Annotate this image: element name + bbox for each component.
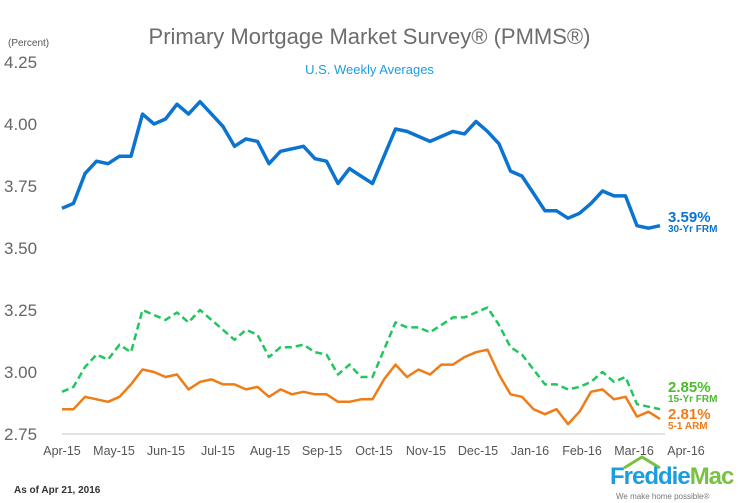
as-of-date: As of Apr 21, 2016 [14, 485, 101, 496]
y-tick-label: 4.25 [4, 53, 37, 72]
label-15yr: 2.85% 15-Yr FRM [668, 380, 717, 405]
logo-text-freddie: Freddie [610, 463, 691, 490]
label-arm: 2.81% 5-1 ARM [668, 407, 711, 432]
label-arm-value: 2.81% [668, 406, 711, 423]
x-tick-label: May-15 [93, 444, 135, 458]
label-15yr-value: 2.85% [668, 379, 711, 396]
y-tick-label: 4.00 [4, 115, 37, 134]
x-tick-label: Apr-15 [43, 444, 81, 458]
logo-tagline: We make home possible® [616, 492, 710, 501]
x-tick-label: Jul-15 [201, 444, 235, 458]
x-tick-label: Apr-16 [667, 444, 705, 458]
label-15yr-name: 15-Yr FRM [668, 394, 718, 405]
y-tick-label: 3.50 [4, 239, 37, 258]
x-tick-label: Feb-16 [562, 444, 602, 458]
x-tick-label: Aug-15 [250, 444, 290, 458]
y-tick-label: 3.00 [4, 363, 37, 382]
chart-title: Primary Mortgage Market Survey® (PMMS®) [148, 24, 591, 49]
x-tick-label: Oct-15 [355, 444, 393, 458]
x-tick-label: Jan-16 [511, 444, 549, 458]
label-30yr-name: 30-Yr FRM [668, 224, 718, 235]
logo-text-mac: Mac [689, 463, 735, 490]
x-tick-label: Dec-15 [458, 444, 498, 458]
x-tick-label: Jun-15 [147, 444, 185, 458]
y-tick-label: 3.75 [4, 177, 37, 196]
series-30yr-frm-line [61, 99, 661, 230]
x-tick-label: Mar-16 [614, 444, 654, 458]
label-arm-name: 5-1 ARM [668, 421, 708, 432]
y-tick-label: 2.75 [4, 425, 37, 444]
label-30yr-value: 3.59% [668, 209, 711, 226]
chart-subtitle: U.S. Weekly Averages [305, 62, 434, 77]
series-5-1-arm-line [62, 348, 661, 426]
house-roof-icon [623, 455, 661, 469]
y-tick-label: 3.25 [4, 301, 37, 320]
y-axis-unit: (Percent) [8, 38, 50, 49]
series-15yr-frm-line [61, 306, 661, 411]
x-tick-label: Sep-15 [302, 444, 342, 458]
label-30yr: 3.59% 30-Yr FRM [668, 210, 717, 235]
x-tick-label: Nov-15 [406, 444, 446, 458]
